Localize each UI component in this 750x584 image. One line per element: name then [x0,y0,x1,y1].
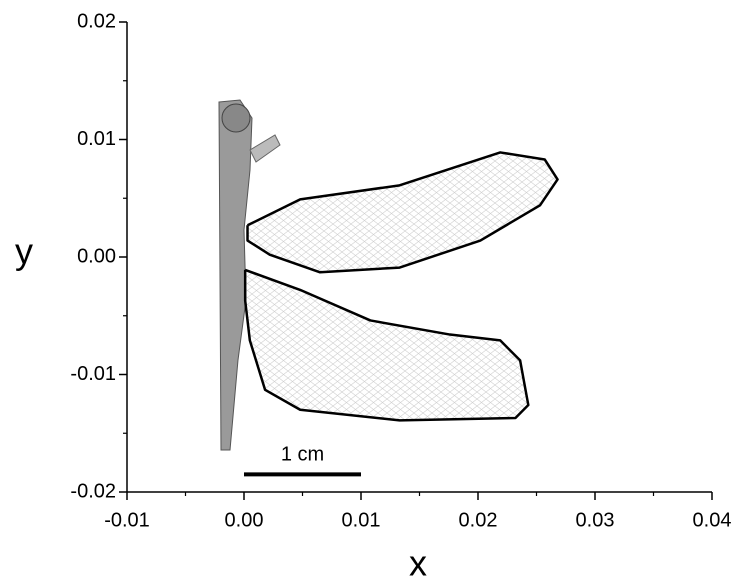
x-tick-label: 0.03 [576,509,615,531]
scale-bar-label: 1 cm [281,444,324,466]
wing-outline [243,268,530,422]
x-axis-title: x [409,543,427,584]
y-tick-label: 0.02 [77,10,116,32]
x-tick-label: 0.04 [693,509,732,531]
x-tick-label: 0.02 [459,509,498,531]
wing-outline [246,151,559,274]
y-axis-title: y [15,231,33,272]
y-tick-label: -0.02 [70,480,116,502]
dragonfly-illustration [218,99,281,451]
y-tick-label: -0.01 [70,363,116,385]
y-tick-label: 0.01 [77,128,116,150]
x-tick-label: -0.01 [104,509,150,531]
y-tick-label: 0.00 [77,245,116,267]
x-tick-label: 0.00 [225,509,264,531]
wing-fill [247,152,558,273]
plot-area: -0.01 0.00 0.01 0.02 0.03 0.04 -0.02 -0.01 0.00 0… [70,10,731,531]
wing-fill [245,269,529,421]
x-tick-label: 0.01 [342,509,381,531]
